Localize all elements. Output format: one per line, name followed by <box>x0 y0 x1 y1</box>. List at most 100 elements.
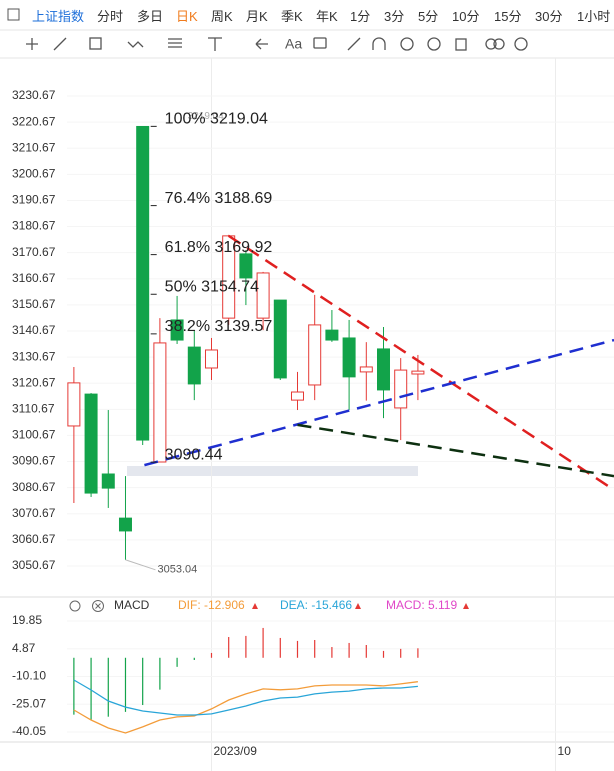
y-tick-label: 3180.67 <box>12 219 56 233</box>
indicator-line <box>73 679 418 716</box>
period-tab[interactable]: 分时 <box>97 9 124 24</box>
x-tick-label: 10 <box>558 744 572 758</box>
fib-label: 3090.44 <box>165 446 223 463</box>
candle-body <box>394 369 408 409</box>
delete-tool[interactable] <box>455 38 467 51</box>
magnet-tool[interactable] <box>372 37 386 50</box>
candle-body <box>342 337 356 378</box>
candle-body <box>290 391 304 401</box>
wave-tool[interactable] <box>127 41 144 48</box>
toolbar <box>26 37 528 51</box>
y-tick-label: 3110.67 <box>12 401 55 415</box>
fib-label: 38.2% 3139.57 <box>165 318 273 335</box>
candle-body <box>170 319 184 341</box>
fib-label: 61.8% 3169.92 <box>165 239 273 256</box>
y-tick-label: 3210.67 <box>12 140 56 154</box>
candle-body <box>411 370 425 375</box>
y-tick-label: 3190.67 <box>12 193 56 207</box>
period-tab[interactable]: 10分 <box>452 9 480 24</box>
trend-line <box>144 338 614 467</box>
x-tick-label: 2023/09 <box>213 744 257 758</box>
y-tick-label: 3120.67 <box>12 375 56 389</box>
y-tick-label: 3220.67 <box>12 114 56 128</box>
highlight-band <box>127 466 418 476</box>
candle-body <box>359 366 373 373</box>
legend-arrow <box>252 603 258 609</box>
legend-label: DEA: -15.466 <box>280 598 352 612</box>
period-tab[interactable]: 季K <box>281 9 303 24</box>
link-tool[interactable] <box>493 38 505 50</box>
y-tick-label: 3140.67 <box>12 323 56 337</box>
candle-body <box>273 299 287 379</box>
font-tool[interactable]: Aa <box>285 36 302 52</box>
fib-label: 50% 3154.74 <box>165 278 259 295</box>
y-tick-label: 3230.67 <box>12 88 56 102</box>
candle-body <box>84 393 98 494</box>
y-tick-label: -10.10 <box>12 669 46 683</box>
y-tick-label: 19.85 <box>12 613 42 627</box>
sync-tool[interactable] <box>400 37 414 51</box>
period-tab[interactable]: 日K <box>176 9 198 24</box>
fib-tool[interactable] <box>168 38 182 48</box>
y-tick-label: -25.07 <box>12 696 46 710</box>
move-tool[interactable] <box>26 38 38 50</box>
y-tick-label: 3080.67 <box>12 480 56 494</box>
y-tick-label: 3060.67 <box>12 532 56 546</box>
period-tab[interactable]: 5分 <box>418 9 439 24</box>
link-tool[interactable] <box>485 38 497 50</box>
y-tick-label: 3160.67 <box>12 271 56 285</box>
period-tab[interactable]: 1分 <box>350 9 371 24</box>
legend-label: DIF: -12.906 <box>178 598 245 612</box>
line-tool[interactable] <box>53 37 67 51</box>
candle-body <box>325 329 339 341</box>
y-tick-label: 3170.67 <box>12 245 56 259</box>
candle-body <box>67 382 81 427</box>
period-tab[interactable]: 15分 <box>494 9 522 24</box>
candle-body <box>101 473 115 489</box>
y-tick-label: 3070.67 <box>12 506 56 520</box>
arrow-tool[interactable] <box>255 38 268 50</box>
period-tab[interactable]: 30分 <box>535 9 563 24</box>
candle-body <box>239 253 253 279</box>
period-tab[interactable]: 多日 <box>137 9 164 24</box>
fib-label: 100% 3219.04 <box>165 111 268 128</box>
settings-tool[interactable] <box>514 37 528 51</box>
y-tick-label: 3050.67 <box>12 558 56 572</box>
y-tick-label: 4.87 <box>12 641 36 655</box>
menu-icon[interactable] <box>7 8 20 21</box>
close-icon[interactable] <box>95 603 101 609</box>
high-annotation: 3219.04 <box>188 111 225 122</box>
legend-arrow <box>355 603 361 609</box>
tab-bar <box>0 0 614 30</box>
candle-body <box>118 517 132 532</box>
measure-tool[interactable] <box>208 37 222 51</box>
close-icon[interactable] <box>92 600 104 612</box>
pen-tool[interactable] <box>347 37 361 51</box>
rect-tool[interactable] <box>89 37 102 50</box>
hide-tool[interactable] <box>427 37 441 51</box>
candle-body <box>204 349 218 369</box>
y-tick-label: 3130.67 <box>12 349 56 363</box>
period-tab[interactable]: 年K <box>316 9 338 24</box>
period-tab[interactable]: 1小时 <box>577 9 611 24</box>
legend-label: MACD: 5.119 <box>386 598 457 612</box>
y-tick-label: -40.05 <box>12 724 46 738</box>
candle-body <box>136 125 150 441</box>
fib-label: 76.4% 3188.69 <box>165 190 273 207</box>
candle-body <box>377 348 391 391</box>
low-annotation: 3053.04 <box>157 564 197 576</box>
period-tab[interactable]: 3分 <box>384 9 405 24</box>
trend-line <box>297 423 614 478</box>
note-tool[interactable] <box>313 37 327 49</box>
annotation-leader <box>125 559 156 571</box>
period-tab[interactable]: 周K <box>211 9 233 24</box>
y-tick-label: 3100.67 <box>12 428 56 442</box>
symbol-selector[interactable]: 上证指数 <box>32 9 85 24</box>
settings-icon[interactable] <box>69 600 81 612</box>
indicator-title: MACD <box>114 598 150 612</box>
period-tab[interactable]: 月K <box>246 9 268 24</box>
candle-body <box>256 272 270 319</box>
y-tick-label: 3090.67 <box>12 454 56 468</box>
y-tick-label: 3200.67 <box>12 167 56 181</box>
candle-body <box>308 324 322 386</box>
